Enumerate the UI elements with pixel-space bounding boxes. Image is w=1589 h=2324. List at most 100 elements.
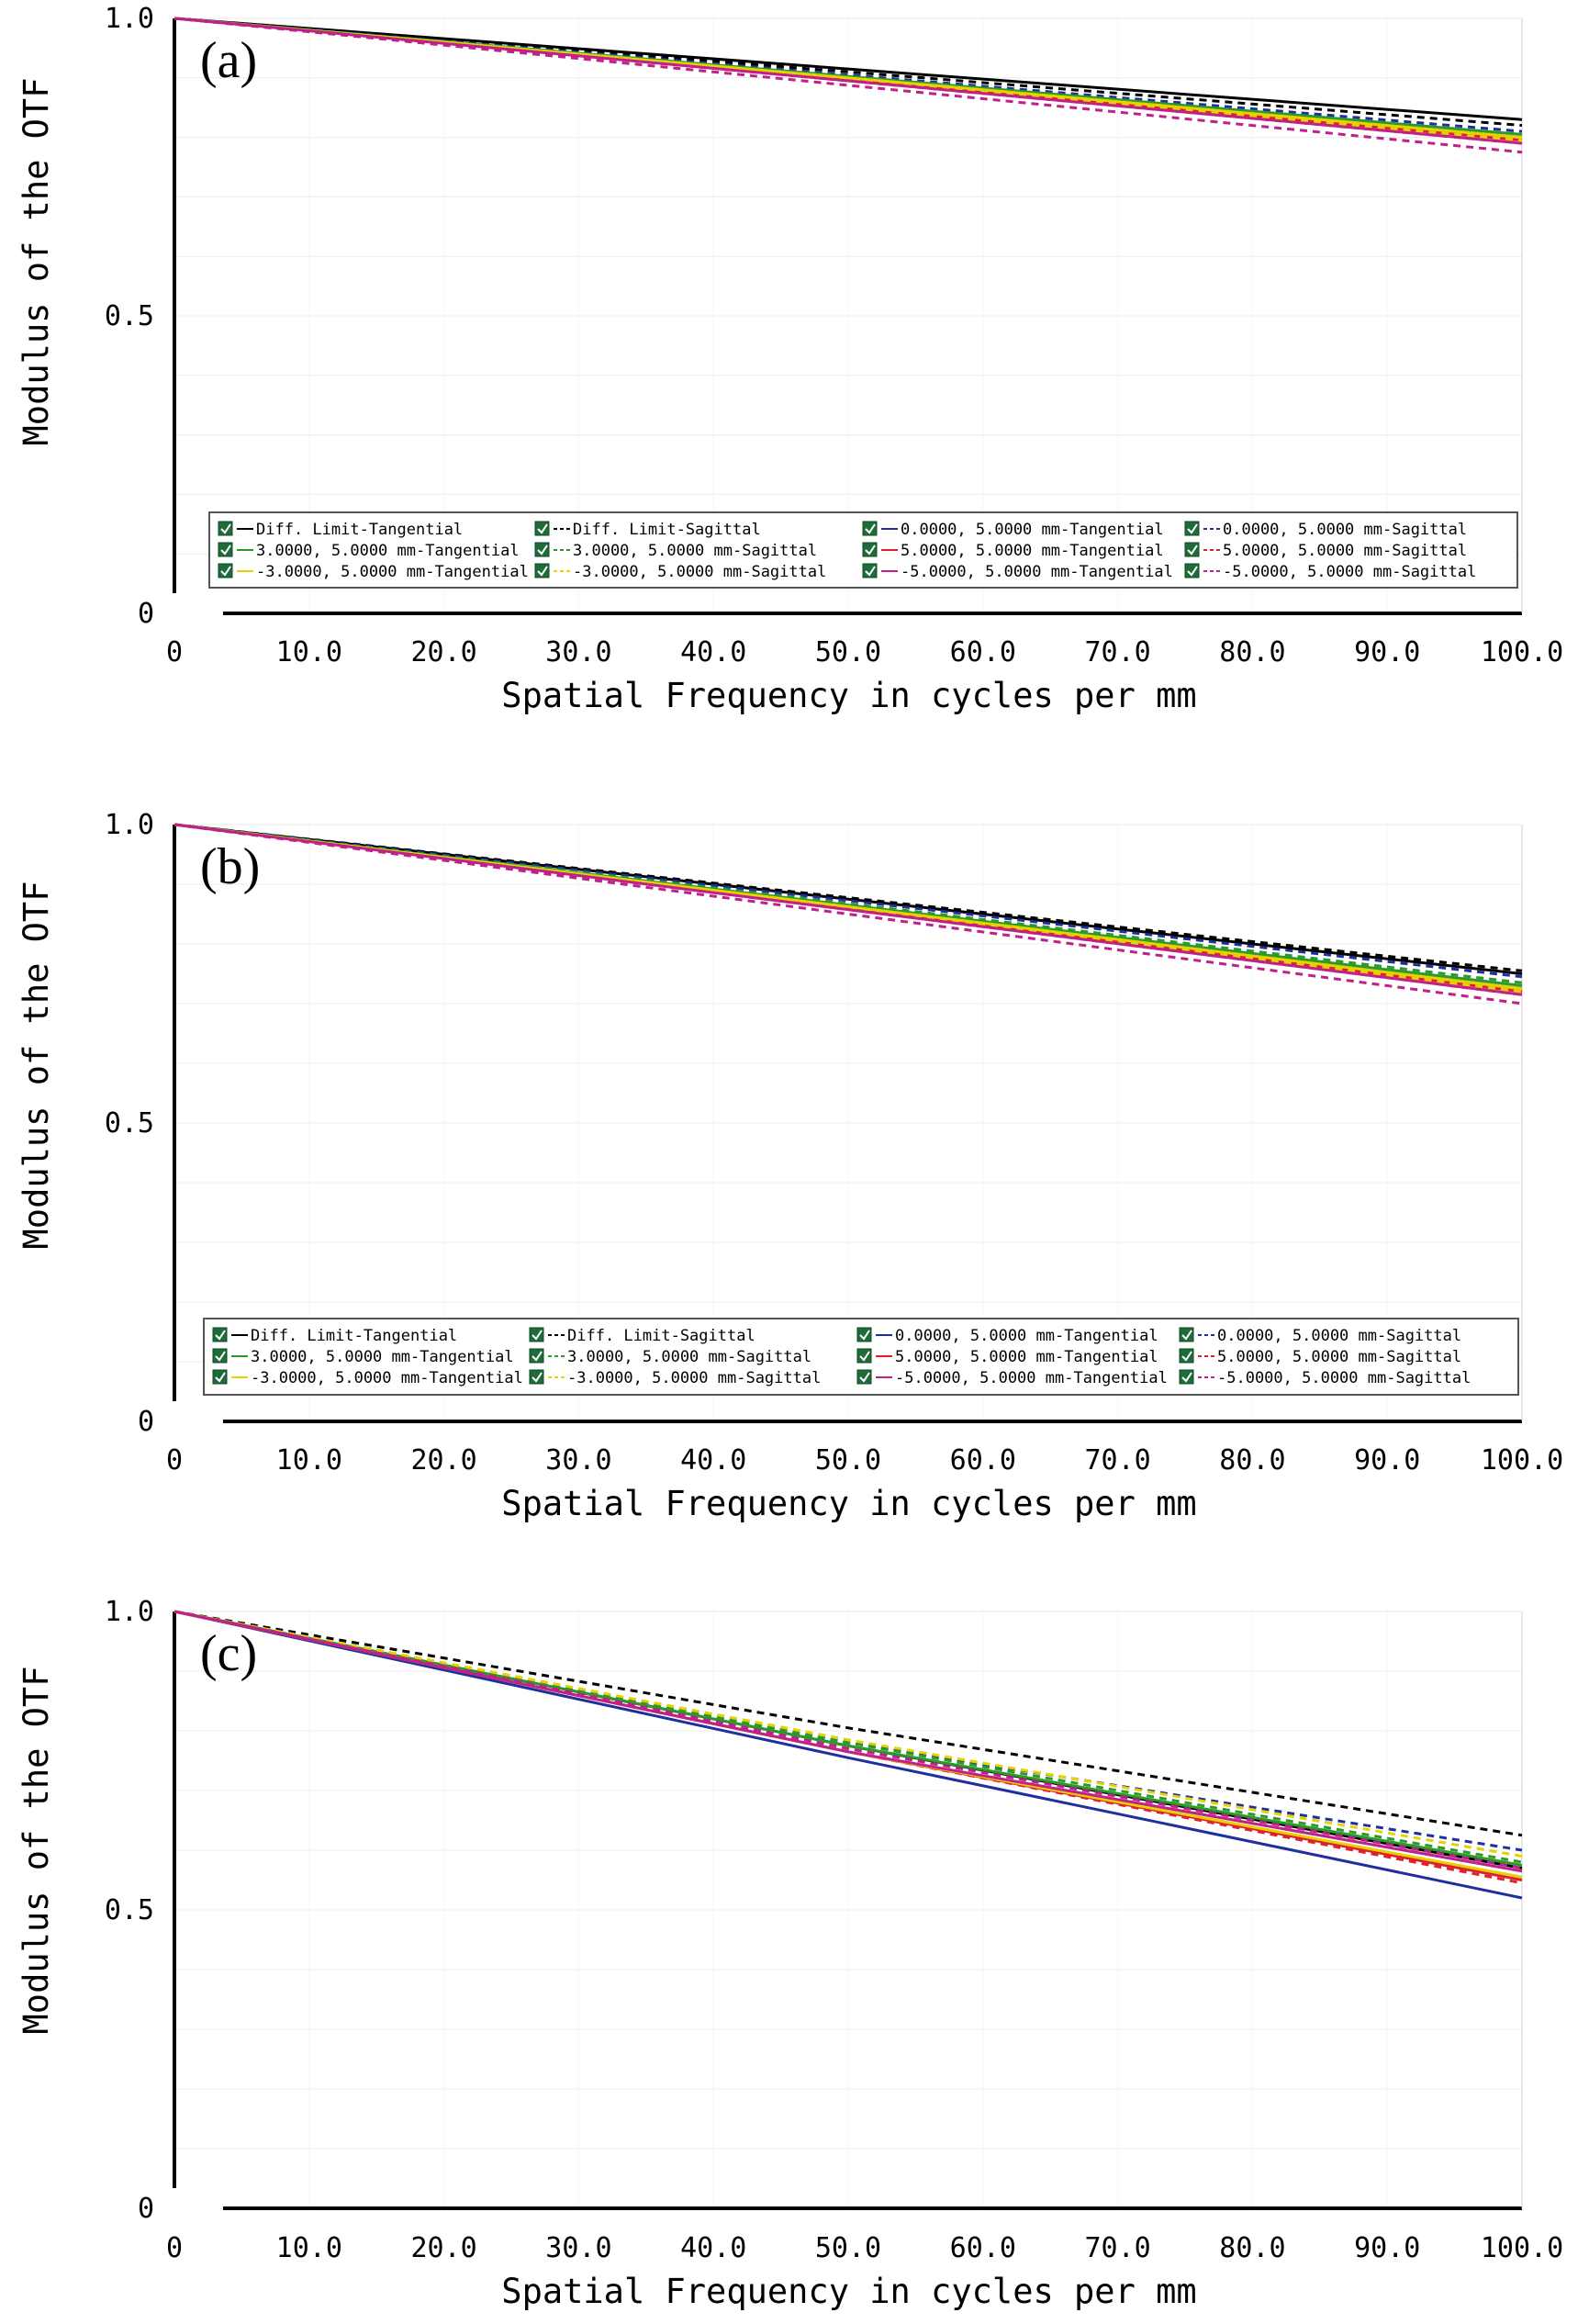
panel-label: (a) <box>200 32 257 89</box>
legend-label: -3.0000, 5.0000 mm-Sagittal <box>567 1369 821 1387</box>
legend-item-7: 5.0000, 5.0000 mm-Sagittal <box>1184 542 1467 560</box>
legend-item-5: 3.0000, 5.0000 mm-Sagittal <box>534 542 817 560</box>
legend-item-2: 0.0000, 5.0000 mm-Tangential <box>862 521 1164 539</box>
legend-checkbox-icon <box>1184 563 1200 578</box>
legend-label: Diff. Limit-Tangential <box>251 1327 457 1345</box>
legend-item-1: Diff. Limit-Sagittal <box>529 1327 755 1345</box>
legend-item-5: 3.0000, 5.0000 mm-Sagittal <box>529 1348 811 1366</box>
legend-check-mark-icon <box>220 566 231 577</box>
legend-check-mark-icon <box>1187 566 1198 577</box>
series-line-0 <box>173 823 1523 975</box>
legend-item-4: 3.0000, 5.0000 mm-Tangential <box>218 542 520 560</box>
legend-checkbox-icon <box>862 563 878 578</box>
x-tick-label: 40.0 <box>680 636 746 668</box>
x-tick-label: 50.0 <box>815 2232 881 2264</box>
x-tick-label: 0 <box>166 636 183 668</box>
y-tick-label: 1.0 <box>105 3 154 35</box>
legend-check-mark-icon <box>1187 545 1198 556</box>
legend-label: -3.0000, 5.0000 mm-Tangential <box>251 1369 523 1387</box>
x-tick-label: 100.0 <box>1481 636 1563 668</box>
x-tick-label: 60.0 <box>950 1444 1016 1476</box>
legend-checkbox-icon <box>212 1369 228 1385</box>
x-tick-label: 20.0 <box>410 2232 476 2264</box>
legend-item-0: Diff. Limit-Tangential <box>212 1327 457 1345</box>
x-tick-label: 60.0 <box>950 636 1016 668</box>
legend-checkbox-icon <box>534 542 550 557</box>
series-line-11 <box>173 823 1523 1005</box>
legend-label: 3.0000, 5.0000 mm-Tangential <box>256 542 520 560</box>
legend-item-9: -3.0000, 5.0000 mm-Sagittal <box>534 563 826 581</box>
legend-item-3: 0.0000, 5.0000 mm-Sagittal <box>1179 1327 1461 1345</box>
legend-item-1: Diff. Limit-Sagittal <box>534 521 761 539</box>
series-line-10 <box>173 823 1523 996</box>
x-tick-label: 100.0 <box>1481 2232 1563 2264</box>
legend-label: 5.0000, 5.0000 mm-Tangential <box>901 542 1164 560</box>
legend-label: 5.0000, 5.0000 mm-Tangential <box>895 1348 1158 1366</box>
legend-checkbox-icon <box>534 521 550 536</box>
legend-checkbox-icon <box>862 521 878 536</box>
legend-check-mark-icon <box>1181 1351 1192 1362</box>
series-line-2 <box>173 1610 1523 1900</box>
series-line-4 <box>173 1610 1523 1867</box>
legend-label: Diff. Limit-Sagittal <box>573 521 761 539</box>
legend-item-6: 5.0000, 5.0000 mm-Tangential <box>856 1348 1158 1366</box>
x-tick-label: 10.0 <box>276 2232 342 2264</box>
legend-checkbox-icon <box>856 1348 872 1364</box>
y-tick-label: 0.5 <box>105 300 154 332</box>
x-tick-label: 40.0 <box>680 1444 746 1476</box>
legend-label: 3.0000, 5.0000 mm-Sagittal <box>567 1348 811 1366</box>
legend-check-mark-icon <box>537 523 548 534</box>
legend: Diff. Limit-Tangential Diff. Limit-Sagitt… <box>208 511 1518 589</box>
legend-check-mark-icon <box>859 1351 870 1362</box>
x-tick-label: 90.0 <box>1354 1444 1420 1476</box>
x-tick-label: 70.0 <box>1084 1444 1150 1476</box>
legend-item-7: 5.0000, 5.0000 mm-Sagittal <box>1179 1348 1461 1366</box>
y-axis-title: Modulus of the OTF <box>17 1667 56 2035</box>
legend-item-4: 3.0000, 5.0000 mm-Tangential <box>212 1348 514 1366</box>
legend-checkbox-icon <box>212 1348 228 1364</box>
x-tick-label: 0 <box>166 1444 183 1476</box>
legend-check-mark-icon <box>532 1372 543 1383</box>
x-tick-label: 80.0 <box>1219 636 1285 668</box>
series-line-11 <box>173 17 1523 154</box>
x-tick-label: 30.0 <box>545 2232 611 2264</box>
legend-checkbox-icon <box>218 542 233 557</box>
legend-item-11: -5.0000, 5.0000 mm-Sagittal <box>1179 1369 1471 1387</box>
x-tick-label: 50.0 <box>815 1444 881 1476</box>
legend-label: -5.0000, 5.0000 mm-Tangential <box>901 563 1173 581</box>
x-tick-label: 90.0 <box>1354 636 1420 668</box>
legend-label: Diff. Limit-Sagittal <box>567 1327 755 1345</box>
x-tick-label: 90.0 <box>1354 2232 1420 2264</box>
legend-check-mark-icon <box>532 1330 543 1341</box>
y-axis-title: Modulus of the OTF <box>17 78 56 446</box>
y-tick-label: 0.5 <box>105 1107 154 1140</box>
legend-checkbox-icon <box>529 1327 544 1342</box>
legend-check-mark-icon <box>215 1351 226 1362</box>
axis-corner-mask <box>172 2188 223 2210</box>
legend-label: 0.0000, 5.0000 mm-Tangential <box>901 521 1164 539</box>
y-tick-label: 0 <box>138 2193 154 2225</box>
x-axis-title: Spatial Frequency in cycles per mm <box>501 676 1196 715</box>
legend-check-mark-icon <box>1187 523 1198 534</box>
legend-checkbox-icon <box>529 1348 544 1364</box>
chart-panel-a: 0 10.0 20.0 30.0 40.0 50.0 60.0 70.0 80.0 90.0 100… <box>17 3 1563 715</box>
legend-checkbox-icon <box>862 542 878 557</box>
x-tick-label: 20.0 <box>410 636 476 668</box>
legend-checkbox-icon <box>856 1327 872 1342</box>
legend-label: 5.0000, 5.0000 mm-Sagittal <box>1223 542 1467 560</box>
x-tick-label: 60.0 <box>950 2232 1016 2264</box>
legend-check-mark-icon <box>537 545 548 556</box>
x-tick-label: 100.0 <box>1481 1444 1563 1476</box>
legend-label: 3.0000, 5.0000 mm-Tangential <box>251 1348 514 1366</box>
legend: Diff. Limit-Tangential Diff. Limit-Sagitt… <box>203 1318 1519 1396</box>
legend-check-mark-icon <box>532 1351 543 1362</box>
legend-item-8: -3.0000, 5.0000 mm-Tangential <box>218 563 529 581</box>
legend-check-mark-icon <box>1181 1330 1192 1341</box>
legend-check-mark-icon <box>865 566 876 577</box>
legend-label: -5.0000, 5.0000 mm-Tangential <box>895 1369 1168 1387</box>
legend-checkbox-icon <box>856 1369 872 1385</box>
x-tick-label: 40.0 <box>680 2232 746 2264</box>
x-tick-label: 80.0 <box>1219 1444 1285 1476</box>
legend-checkbox-icon <box>218 521 233 536</box>
